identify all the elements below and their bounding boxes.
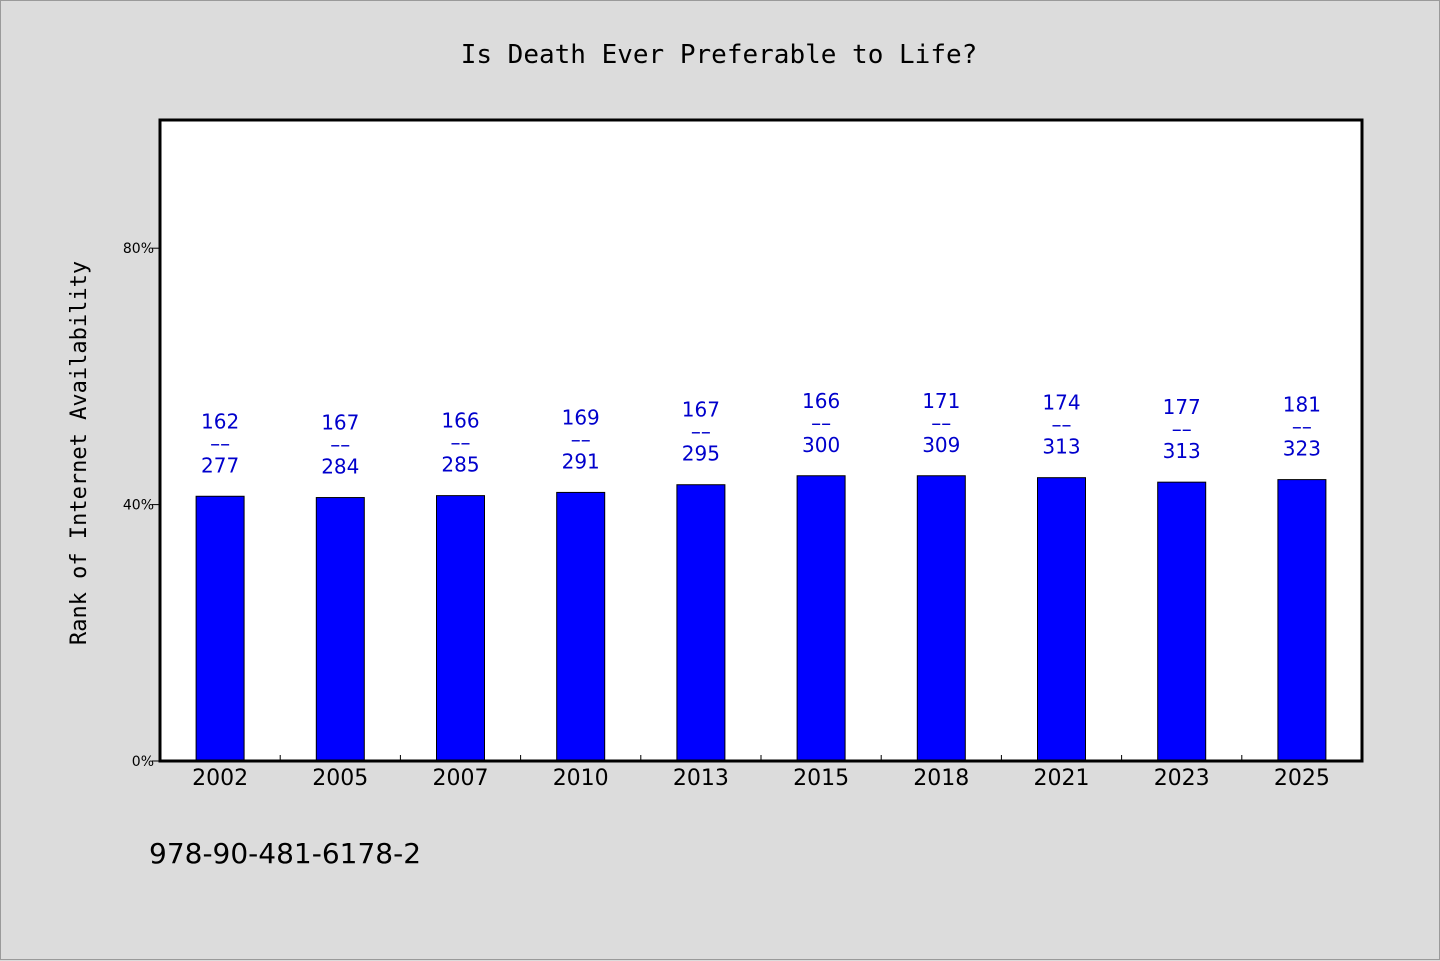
bar-2002 — [195, 495, 245, 762]
footer-isbn: 978-90-481-6178-2 — [149, 837, 421, 870]
bar-2007 — [436, 495, 485, 762]
data-label-mid-2015: –– — [811, 411, 831, 435]
data-label-bottom-2025: 323 — [1283, 437, 1321, 461]
plot-border — [158, 118, 1364, 763]
x-tick-label-2010: 2010 — [553, 766, 609, 791]
data-label-top-2021: 174 — [1042, 391, 1080, 415]
bars-layer — [195, 475, 1327, 762]
data-label-top-2018: 171 — [922, 389, 960, 413]
data-label-mid-2002: –– — [210, 431, 230, 455]
bar-2010 — [556, 491, 606, 762]
data-label-bottom-2005: 284 — [321, 455, 359, 479]
x-tick-label-2002: 2002 — [192, 766, 248, 791]
x-tick-label-2007: 2007 — [433, 766, 489, 791]
data-label-bottom-2015: 300 — [802, 433, 840, 457]
data-label-bottom-2010: 291 — [562, 449, 600, 473]
data-label-top-2002: 162 — [201, 409, 239, 433]
data-label-top-2007: 166 — [441, 409, 479, 433]
data-label-top-2010: 169 — [562, 405, 600, 429]
bar-2018 — [916, 475, 966, 762]
x-tick-label-2018: 2018 — [913, 766, 969, 791]
y-axis-label: Rank of Internet Availability — [67, 261, 92, 645]
bar-2021 — [1037, 477, 1086, 762]
data-label-top-2015: 166 — [802, 389, 840, 413]
data-label-bottom-2021: 313 — [1042, 435, 1080, 459]
y-tick-label-40: 40% — [123, 498, 154, 514]
data-label-mid-2005: –– — [330, 433, 350, 457]
data-label-bottom-2013: 295 — [682, 442, 720, 466]
data-label-top-2005: 167 — [321, 411, 359, 435]
data-label-mid-2007: –– — [451, 431, 471, 455]
x-tick-label-2025: 2025 — [1274, 766, 1330, 791]
bar-2023 — [1157, 481, 1207, 762]
data-label-mid-2025: –– — [1292, 415, 1312, 439]
data-labels-layer: 162––277167––284166––285169––291167––295… — [201, 389, 1321, 479]
y-axis: 0% 40% 80% — [123, 241, 160, 770]
bar-2013 — [676, 484, 726, 762]
x-axis: 2002 2005 2007 2010 2013 2015 2018 2021 2023 2025 — [192, 755, 1330, 791]
data-label-mid-2021: –– — [1052, 413, 1072, 437]
data-label-bottom-2023: 313 — [1163, 439, 1201, 463]
x-tick-label-2021: 2021 — [1034, 766, 1090, 791]
data-label-top-2023: 177 — [1163, 395, 1201, 419]
data-label-mid-2010: –– — [571, 427, 591, 451]
x-tick-label-2005: 2005 — [312, 766, 368, 791]
chart-title: Is Death Ever Preferable to Life? — [461, 40, 978, 70]
x-tick-label-2023: 2023 — [1154, 766, 1210, 791]
data-label-top-2013: 167 — [682, 398, 720, 422]
data-label-mid-2018: –– — [931, 411, 951, 435]
bar-2005 — [315, 497, 365, 762]
data-label-mid-2013: –– — [691, 420, 711, 444]
bar-2025 — [1277, 479, 1327, 762]
y-tick-label-0: 0% — [132, 754, 154, 770]
data-label-bottom-2002: 277 — [201, 453, 239, 477]
bar-2015 — [796, 475, 846, 762]
y-tick-label-80: 80% — [123, 241, 154, 257]
data-label-top-2025: 181 — [1283, 393, 1321, 417]
data-label-bottom-2007: 285 — [441, 453, 479, 477]
data-label-mid-2023: –– — [1172, 417, 1192, 441]
x-tick-label-2013: 2013 — [673, 766, 729, 791]
x-tick-label-2015: 2015 — [793, 766, 849, 791]
data-label-bottom-2018: 309 — [922, 433, 960, 457]
